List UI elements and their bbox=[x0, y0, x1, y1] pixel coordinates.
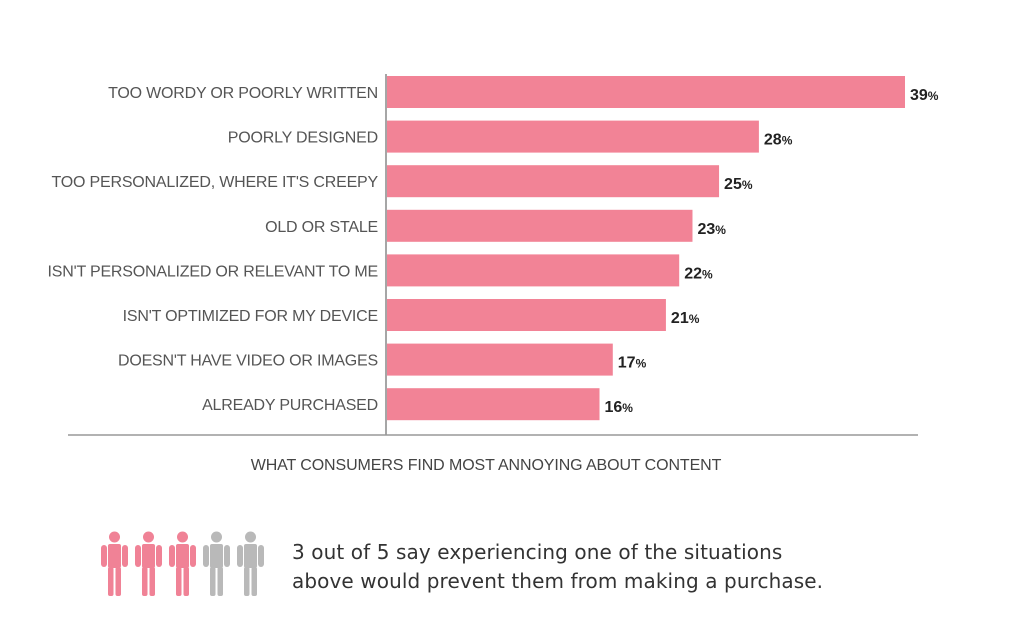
bars-group: TOO WORDY OR POORLY WRITTEN 39% POORLY DES… bbox=[48, 76, 939, 421]
stat-line-1: 3 out of 5 say experiencing one of the s… bbox=[292, 540, 783, 564]
bar bbox=[387, 165, 720, 198]
category-label: ISN'T PERSONALIZED OR RELEVANT TO ME bbox=[48, 263, 378, 280]
value-label: 21% bbox=[671, 310, 700, 327]
value-label: 25% bbox=[724, 176, 753, 193]
category-label: ALREADY PURCHASED bbox=[202, 397, 378, 414]
person-icon bbox=[169, 531, 196, 596]
person-icon bbox=[237, 531, 264, 596]
bar bbox=[387, 299, 666, 331]
category-label: ISN'T OPTIMIZED FOR MY DEVICE bbox=[123, 308, 378, 325]
bar bbox=[387, 76, 905, 108]
stat-line-2: above would prevent them from making a p… bbox=[292, 569, 824, 593]
bar bbox=[387, 388, 600, 421]
category-label: POORLY DESIGNED bbox=[228, 130, 378, 147]
person-icon bbox=[135, 531, 162, 596]
value-label: 23% bbox=[697, 221, 726, 238]
bar bbox=[387, 120, 759, 153]
category-label: TOO PERSONALIZED, WHERE IT'S CREEPY bbox=[52, 174, 379, 191]
bar bbox=[387, 209, 693, 242]
people-icons bbox=[99, 531, 266, 596]
value-label: 22% bbox=[684, 265, 713, 282]
value-label: 16% bbox=[605, 399, 634, 416]
value-label: 17% bbox=[618, 355, 647, 372]
x-axis-title: WHAT CONSUMERS FIND MOST ANNOYING ABOUT … bbox=[251, 457, 722, 474]
bar bbox=[387, 343, 613, 376]
person-icon bbox=[101, 531, 128, 596]
category-label: TOO WORDY OR POORLY WRITTEN bbox=[108, 85, 378, 102]
bar-chart: TOO WORDY OR POORLY WRITTEN 39% POORLY DES… bbox=[48, 74, 939, 474]
bar bbox=[387, 254, 680, 287]
stat-callout: 3 out of 5 say experiencing one of the s… bbox=[292, 538, 823, 596]
value-label: 39% bbox=[910, 87, 939, 104]
value-label: 28% bbox=[764, 132, 793, 149]
category-label: DOESN'T HAVE VIDEO OR IMAGES bbox=[118, 353, 378, 370]
category-label: OLD OR STALE bbox=[265, 219, 378, 236]
person-icon bbox=[203, 531, 230, 596]
